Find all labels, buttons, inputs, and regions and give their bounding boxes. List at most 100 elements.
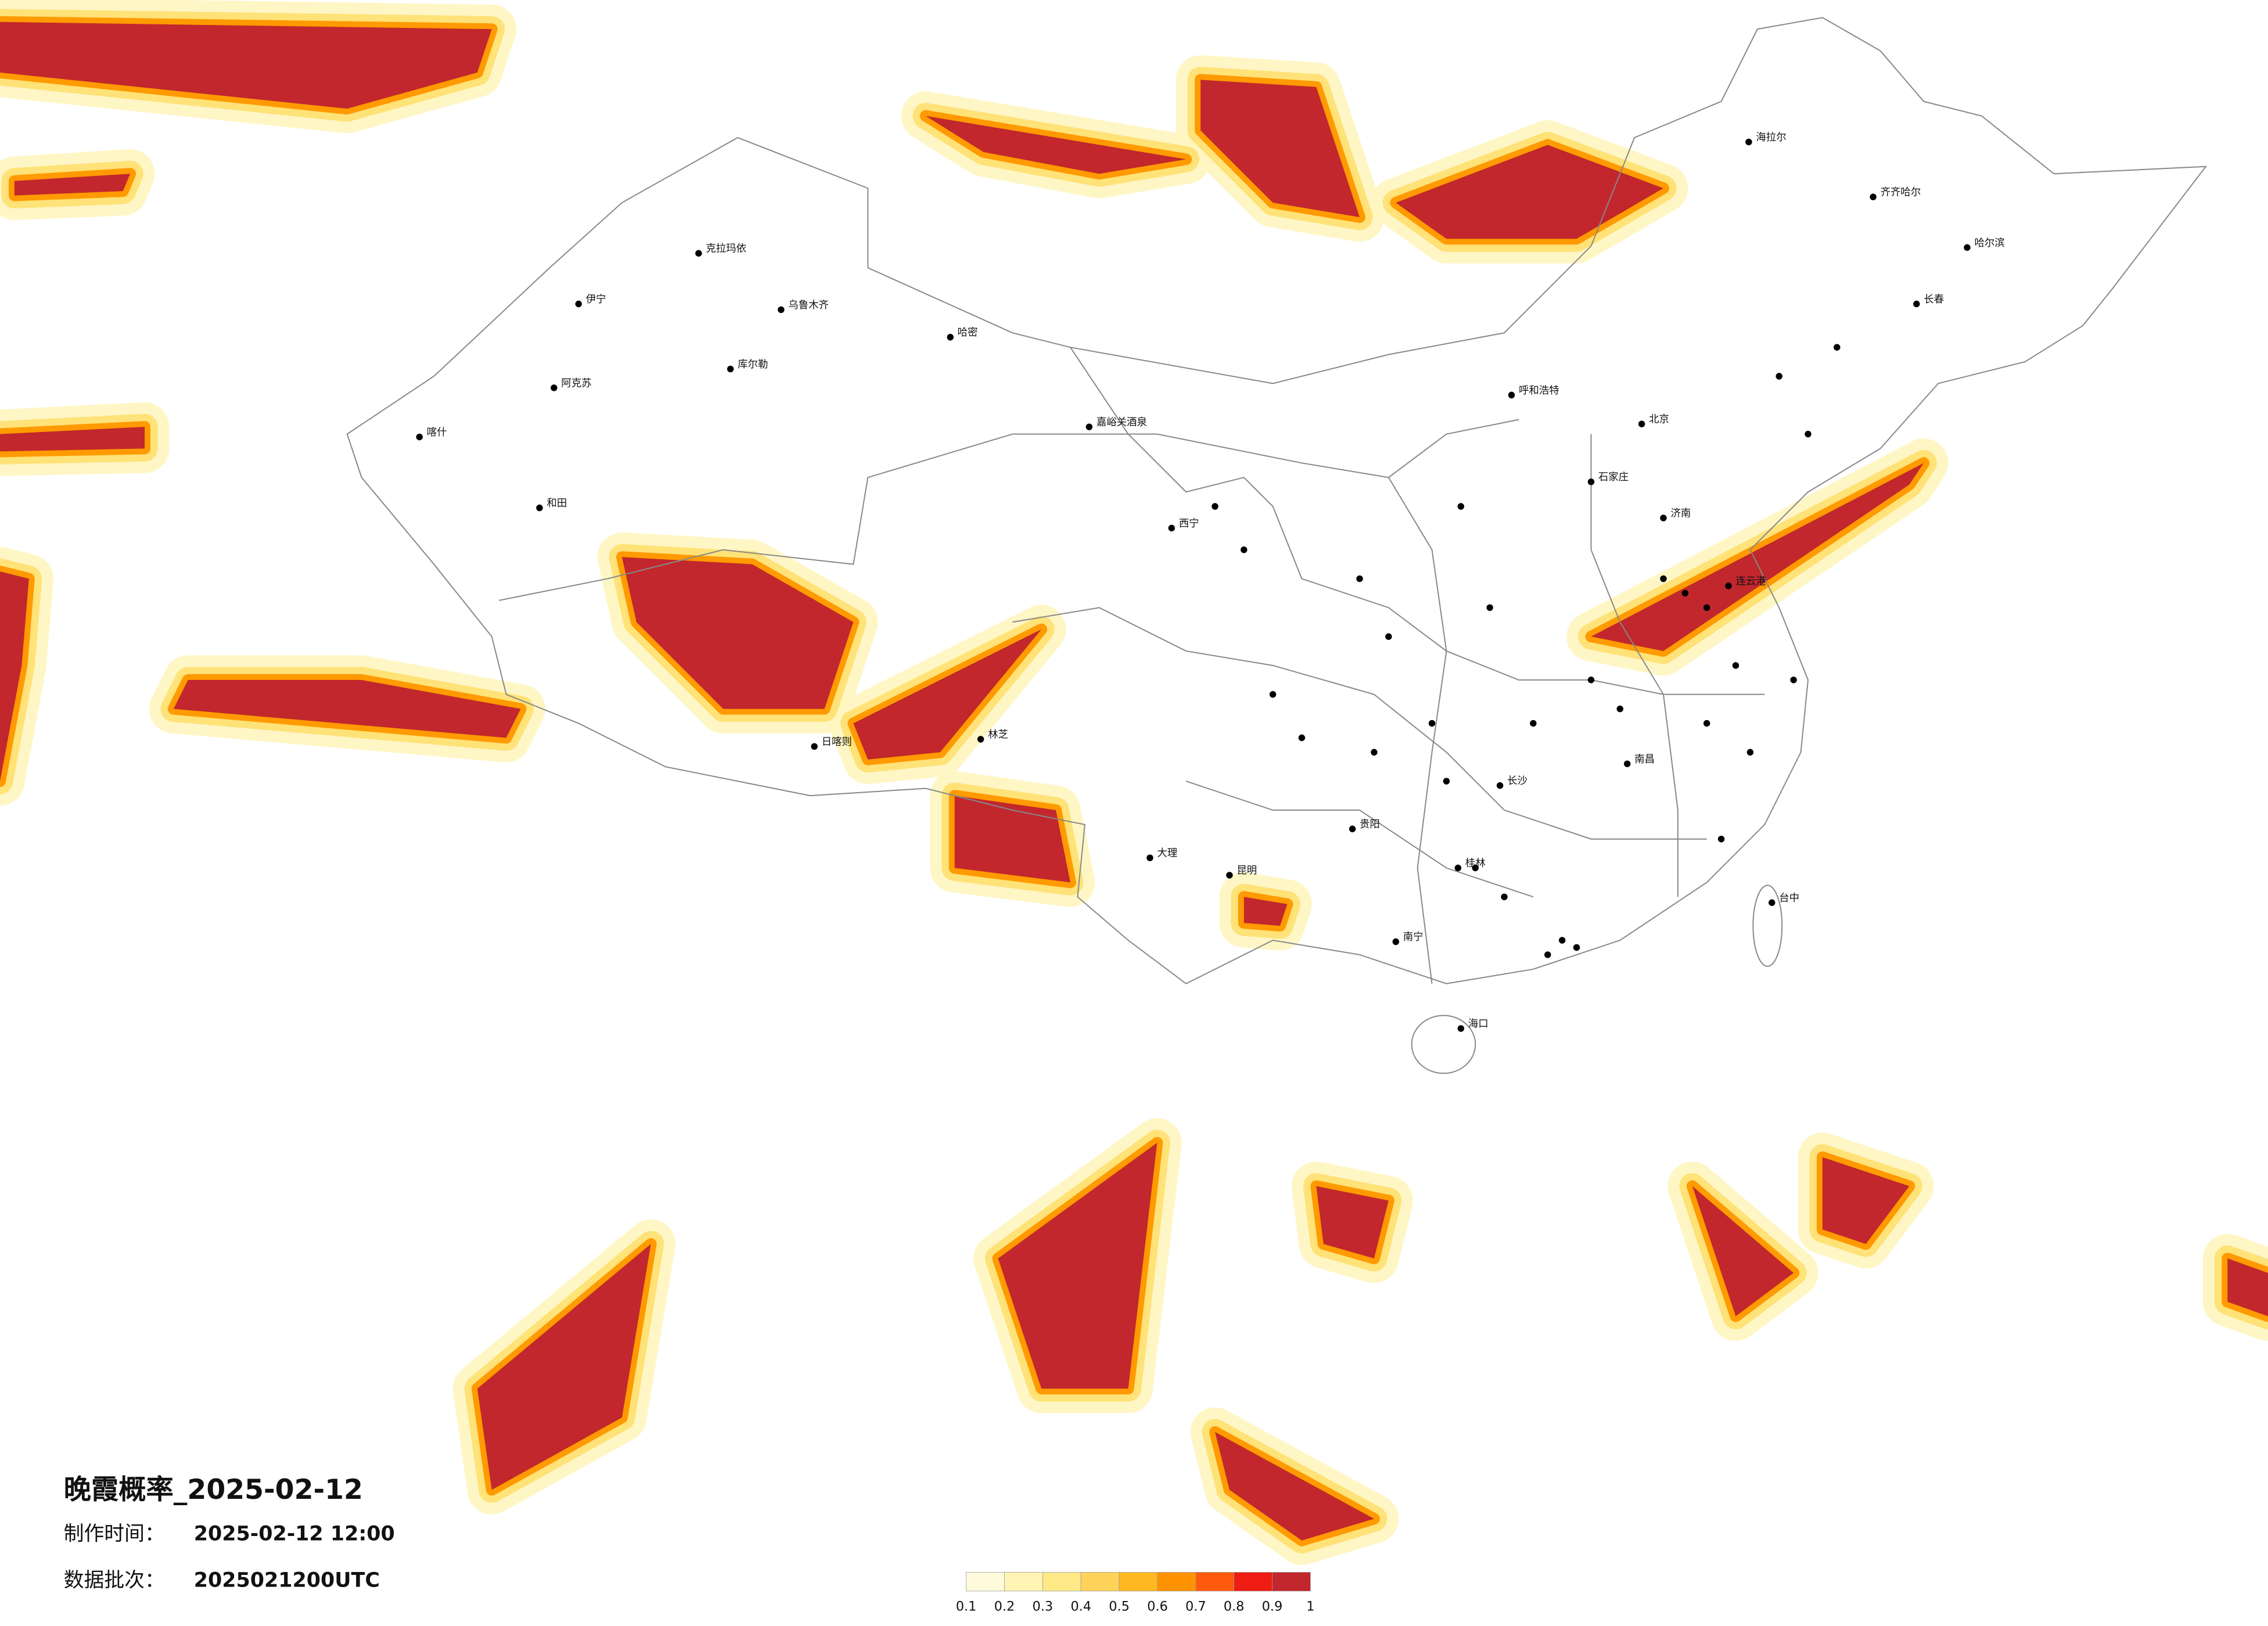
city-dot — [947, 333, 954, 341]
city-dot — [551, 384, 558, 391]
city-label: 和田 — [547, 498, 567, 509]
colorbar-label: 0.1 — [956, 1599, 977, 1614]
colorbar-label: 0.2 — [994, 1599, 1015, 1614]
city-dot — [1168, 524, 1175, 532]
colorbar-box — [1119, 1572, 1158, 1592]
colorbar-label: 0.4 — [1070, 1599, 1091, 1614]
city-label: 济南 — [1670, 508, 1691, 519]
city-dot — [1392, 938, 1399, 945]
city-label: 长沙 — [1507, 775, 1527, 787]
city-dot — [416, 433, 423, 441]
city-dot — [1457, 1025, 1465, 1032]
colorbar-label: 0.6 — [1147, 1599, 1168, 1614]
city-label: 喀什 — [427, 427, 447, 438]
city-label: 大理 — [1157, 848, 1177, 859]
city-dot — [1790, 677, 1797, 684]
city-dot — [1086, 423, 1093, 430]
city-dot — [1269, 691, 1277, 698]
city-dot — [1226, 872, 1233, 879]
city-label: 台中 — [1779, 893, 1799, 904]
city-dot — [1775, 373, 1782, 380]
colorbar-box — [1080, 1572, 1120, 1592]
colorbar-box — [1272, 1572, 1311, 1592]
city-dot — [1457, 503, 1465, 510]
probability-field — [0, 0, 2268, 1566]
city-dot — [1746, 749, 1754, 756]
colorbar-label: 1 — [1306, 1599, 1314, 1614]
made-time: 2025-02-12 12:00 — [194, 1523, 395, 1546]
heat-blobs — [0, 21, 2268, 1541]
city-dot — [778, 306, 785, 314]
city-dot — [1964, 244, 1971, 251]
batch: 2025021200UTC — [194, 1569, 380, 1592]
city-dot — [1385, 633, 1392, 640]
city-dot — [1443, 778, 1450, 785]
colorbar-box — [1234, 1572, 1273, 1592]
city-dot — [1544, 951, 1551, 958]
city-dot — [1146, 854, 1153, 861]
city-dot — [1616, 705, 1624, 713]
city-label: 西宁 — [1179, 518, 1199, 530]
city-dot — [1371, 749, 1378, 756]
city-dot — [1508, 391, 1515, 398]
city-dot — [1732, 662, 1739, 669]
colorbar-label: 0.7 — [1185, 1599, 1206, 1614]
city-dot — [1496, 782, 1504, 789]
map-title: 晚霞概率_2025-02-12 — [64, 1474, 363, 1506]
city-dot — [1913, 300, 1920, 308]
city-dot — [1573, 944, 1580, 951]
city-dot — [1501, 893, 1508, 901]
city-dot — [1681, 589, 1689, 597]
made-label: 制作时间： — [64, 1523, 165, 1546]
china-outline — [346, 17, 2208, 1074]
city-dot — [1725, 582, 1732, 589]
city-dot — [1870, 193, 1877, 200]
city-label: 北京 — [1649, 414, 1669, 426]
batch-label: 数据批次： — [64, 1569, 165, 1592]
colorbar-box — [1042, 1572, 1081, 1592]
colorbar-box — [1004, 1572, 1043, 1592]
city-label: 南昌 — [1634, 754, 1655, 765]
city-dot — [1241, 546, 1248, 553]
city-dot — [1212, 503, 1219, 510]
city-dot — [1638, 420, 1645, 427]
city-dot — [695, 250, 702, 257]
city-dot — [1558, 937, 1566, 944]
city-label: 石家庄 — [1598, 472, 1629, 483]
city-label: 哈尔滨 — [1974, 238, 2004, 249]
city-label: 克拉玛依 — [706, 243, 746, 255]
city-label: 昆明 — [1237, 865, 1257, 877]
city-dot — [1805, 430, 1811, 438]
city-dot — [1428, 720, 1436, 727]
city-label: 乌鲁木齐 — [788, 300, 829, 311]
city-dot — [1349, 825, 1356, 833]
city-label: 呼和浩特 — [1519, 385, 1559, 397]
city-dot — [1486, 604, 1493, 611]
city-dot — [1660, 515, 1667, 521]
city-dot — [1717, 836, 1725, 843]
city-dot — [1703, 720, 1710, 727]
colorbar-label: 0.9 — [1262, 1599, 1283, 1614]
city-dot — [1356, 575, 1363, 582]
city-label: 齐齐哈尔 — [1881, 187, 1921, 199]
city-dot — [811, 743, 818, 750]
colorbar-label: 0.5 — [1109, 1599, 1130, 1614]
city-label: 阿克苏 — [561, 377, 591, 389]
city-dot — [575, 300, 582, 308]
city-label: 哈密 — [958, 327, 978, 339]
colorbar-label: 0.3 — [1033, 1599, 1054, 1614]
city-dot — [1454, 864, 1462, 872]
colorbar-label: 0.8 — [1224, 1599, 1245, 1614]
city-label: 贵阳 — [1360, 819, 1380, 830]
city-label: 南宁 — [1403, 931, 1424, 943]
city-label: 嘉峪关酒泉 — [1097, 417, 1147, 429]
city-label: 长春 — [1924, 294, 1944, 305]
city-dot — [1769, 899, 1775, 906]
city-dot — [1660, 575, 1667, 582]
city-dot — [1703, 604, 1710, 611]
city-dot — [727, 365, 734, 373]
city-label: 海口 — [1468, 1019, 1489, 1030]
city-dot — [977, 736, 984, 743]
